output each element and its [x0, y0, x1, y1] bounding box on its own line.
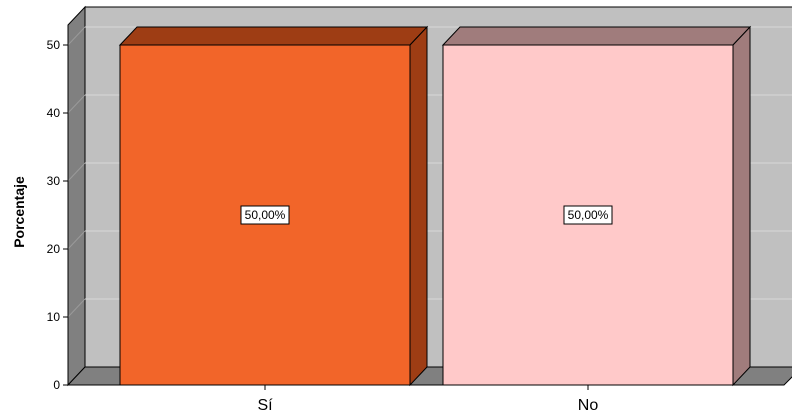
y-tick-label: 30 [47, 174, 61, 188]
bar-side [732, 25, 751, 387]
gridline-side [67, 298, 86, 318]
bar: 50,00% [441, 25, 752, 387]
y-axis-title: Porcentaje [11, 176, 27, 248]
bar-top [118, 26, 429, 46]
data-label: 50,00% [245, 208, 286, 222]
side-wall [67, 5, 86, 387]
gridline-side [67, 230, 86, 250]
x-tick-label: Sí [257, 397, 273, 414]
bar-top [441, 26, 752, 46]
bar: 50,00% [118, 25, 429, 387]
x-axis: Sí No [68, 384, 784, 414]
data-label: 50,00% [568, 208, 609, 222]
y-tick-label: 40 [47, 106, 61, 120]
data-label-box [240, 205, 290, 225]
y-tick-label: 0 [53, 378, 60, 392]
gridline-side [67, 162, 86, 182]
chart-bars: 50,00% 50,00% [118, 25, 752, 387]
x-tick-label: No [578, 397, 599, 414]
y-tick-label: 10 [47, 310, 61, 324]
gridline-side [67, 94, 86, 114]
y-axis: 0 10 20 30 40 50 [47, 25, 69, 392]
y-tick-label: 20 [47, 242, 61, 256]
data-label-box [563, 205, 613, 225]
y-tick-label: 50 [47, 38, 61, 52]
gridline-side [67, 26, 86, 46]
bar-side [409, 25, 428, 387]
